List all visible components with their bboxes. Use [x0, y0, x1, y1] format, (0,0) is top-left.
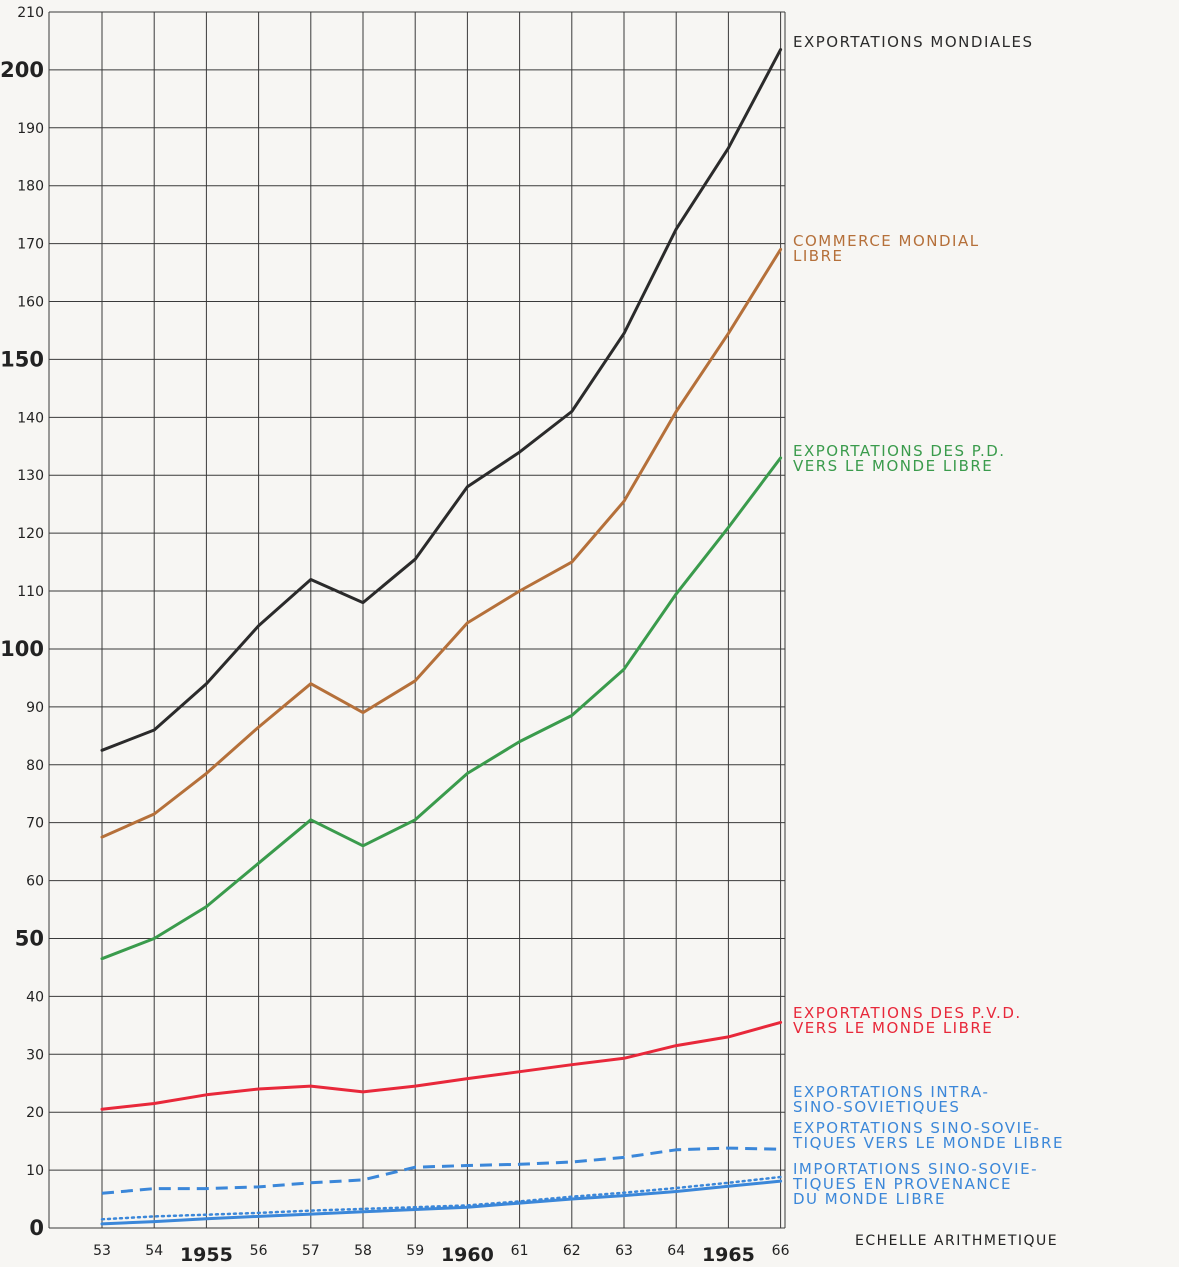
y-tick-label: 130 — [17, 468, 44, 484]
x-tick-label: 58 — [354, 1243, 372, 1259]
y-tick-label: 120 — [17, 526, 44, 542]
y-tick-label: 150 — [0, 347, 44, 371]
y-tick-label: 0 — [29, 1216, 44, 1240]
series-line — [100, 1175, 782, 1221]
series-labels: EXPORTATIONS MONDIALES COMMERCE MONDIALLI… — [792, 33, 1064, 1208]
y-tick-label: 110 — [17, 584, 44, 600]
y-tick-label: 30 — [26, 1047, 44, 1063]
x-axis-ticks: 53 54 1955 56 57 58 59 1960 61 62 63 64 1965 66 — [93, 1243, 790, 1266]
y-tick-label: 90 — [26, 700, 44, 716]
x-tick-label: 54 — [145, 1243, 163, 1259]
y-tick-label: 40 — [26, 989, 44, 1005]
series-line — [100, 48, 783, 752]
series-label: TIQUES VERS LE MONDE LIBRE — [792, 1134, 1064, 1152]
series-label: VERS LE MONDE LIBRE — [793, 457, 993, 475]
y-tick-label: 70 — [26, 816, 44, 832]
series-line — [100, 456, 783, 961]
x-tick-label: 61 — [511, 1243, 529, 1259]
x-tick-label: 53 — [93, 1243, 111, 1259]
series-label: EXPORTATIONS DES P.V.D. — [793, 1004, 1022, 1022]
series-label: COMMERCE MONDIAL — [793, 232, 980, 250]
y-tick-label: 160 — [17, 295, 44, 311]
series-line — [100, 247, 783, 839]
x-tick-label: 63 — [615, 1243, 633, 1259]
y-tick-label: 10 — [26, 1163, 44, 1179]
x-tick-label: 59 — [406, 1243, 424, 1259]
scale-note: ECHELLE ARITHMETIQUE — [855, 1233, 1058, 1249]
chart-series — [100, 48, 783, 1226]
series-label: EXPORTATIONS DES P.D. — [793, 442, 1006, 460]
y-tick-label: 100 — [0, 637, 44, 661]
y-tick-label: 80 — [26, 758, 44, 774]
series-label: EXPORTATIONS INTRA- — [793, 1083, 989, 1101]
series-label: DU MONDE LIBRE — [793, 1190, 946, 1208]
y-tick-label: 50 — [15, 926, 44, 950]
x-tick-label: 64 — [667, 1243, 685, 1259]
x-tick-label: 1965 — [702, 1244, 755, 1266]
y-tick-label: 200 — [0, 58, 44, 82]
series-label: IMPORTATIONS SINO-SOVIE- — [793, 1160, 1038, 1178]
x-tick-label: 1955 — [180, 1244, 233, 1266]
x-tick-label: 62 — [563, 1243, 581, 1259]
y-tick-label: 140 — [17, 410, 44, 426]
x-tick-label: 57 — [302, 1243, 320, 1259]
series-label: VERS LE MONDE LIBRE — [793, 1019, 993, 1037]
y-tick-label: 60 — [26, 874, 44, 890]
y-tick-label: 210 — [17, 5, 44, 21]
series-label: EXPORTATIONS SINO-SOVIE- — [793, 1119, 1040, 1137]
x-tick-label: 56 — [250, 1243, 268, 1259]
chart-grid — [48, 11, 786, 1229]
y-tick-label: 170 — [17, 237, 44, 253]
series-label: EXPORTATIONS MONDIALES — [793, 33, 1034, 51]
x-tick-label: 66 — [772, 1243, 790, 1259]
series-line — [100, 1179, 783, 1226]
x-tick-label: 1960 — [441, 1244, 494, 1266]
series-line — [100, 1020, 783, 1111]
y-tick-label: 180 — [17, 179, 44, 195]
y-tick-label: 190 — [17, 121, 44, 137]
series-label: LIBRE — [793, 247, 843, 265]
series-label: TIQUES EN PROVENANCE — [792, 1175, 1012, 1193]
y-tick-label: 20 — [26, 1105, 44, 1121]
y-axis-ticks: 0 10 20 30 40 50 60 70 80 90 100 110 120 130 140 150 160… — [0, 5, 44, 1240]
series-label: SINO-SOVIETIQUES — [793, 1098, 960, 1116]
